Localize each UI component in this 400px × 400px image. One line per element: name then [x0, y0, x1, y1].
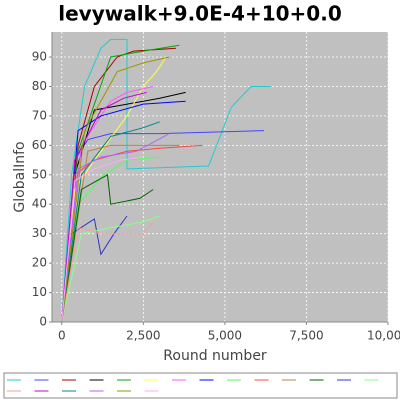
x-tick-label: 7,500 — [289, 329, 323, 343]
series-line — [61, 56, 170, 323]
series-line — [61, 221, 154, 323]
y-tick-label: 80 — [32, 79, 47, 93]
y-tick-label: 30 — [32, 226, 47, 240]
series-line — [61, 91, 147, 323]
y-tick-label: 0 — [39, 315, 47, 329]
legend — [3, 372, 398, 399]
series-line — [61, 56, 167, 323]
y-tick-label: 40 — [32, 197, 47, 211]
x-tick-label: 5,000 — [208, 329, 242, 343]
y-tick-label: 60 — [32, 138, 47, 152]
series-line — [61, 173, 154, 323]
y-tick-label: 90 — [32, 50, 47, 64]
series-line — [61, 133, 170, 323]
series-line — [61, 38, 271, 323]
series-line — [61, 215, 160, 323]
x-tick-label: 2,500 — [126, 329, 160, 343]
series-line — [61, 156, 144, 323]
y-tick-label: 20 — [32, 256, 47, 270]
chart-title: levywalk+9.0E-4+10+0.0 — [58, 2, 341, 26]
series-line — [61, 144, 180, 323]
series-line — [61, 121, 160, 323]
x-tick-label: 0 — [58, 329, 66, 343]
x-tick-label: 10,000 — [367, 329, 400, 343]
y-tick-label: 50 — [32, 167, 47, 181]
x-axis-label: Round number — [163, 348, 267, 364]
series-line — [61, 86, 154, 323]
y-axis-label: GlobalInfo — [12, 141, 28, 212]
y-tick-label: 70 — [32, 108, 47, 122]
y-tick-label: 10 — [32, 285, 47, 299]
